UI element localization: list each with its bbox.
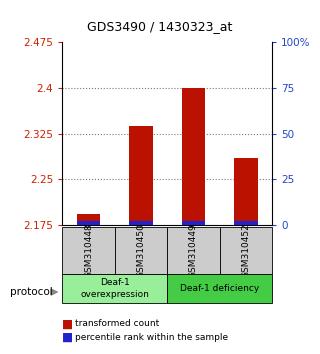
Text: GSM310452: GSM310452 — [241, 223, 250, 278]
Text: GSM310449: GSM310449 — [189, 223, 198, 278]
Bar — [129, 221, 153, 225]
Text: percentile rank within the sample: percentile rank within the sample — [75, 332, 228, 342]
Bar — [77, 214, 100, 225]
Bar — [77, 221, 100, 225]
Text: GDS3490 / 1430323_at: GDS3490 / 1430323_at — [87, 20, 233, 33]
Text: Deaf-1
overexpression: Deaf-1 overexpression — [80, 279, 149, 298]
Bar — [62, 274, 167, 303]
Bar — [220, 227, 272, 274]
Text: protocol: protocol — [10, 287, 52, 297]
Bar — [234, 158, 258, 225]
Bar — [115, 227, 167, 274]
Text: ■: ■ — [62, 318, 74, 330]
Bar — [62, 227, 115, 274]
Bar — [234, 221, 258, 225]
Bar — [167, 274, 272, 303]
Bar — [182, 88, 205, 225]
Text: GSM310450: GSM310450 — [137, 223, 146, 278]
Bar — [129, 126, 153, 225]
Text: Deaf-1 deficiency: Deaf-1 deficiency — [180, 284, 259, 293]
Text: ■: ■ — [62, 331, 74, 343]
Bar — [167, 227, 220, 274]
Text: transformed count: transformed count — [75, 319, 159, 329]
Text: GSM310448: GSM310448 — [84, 223, 93, 278]
Bar — [182, 221, 205, 225]
